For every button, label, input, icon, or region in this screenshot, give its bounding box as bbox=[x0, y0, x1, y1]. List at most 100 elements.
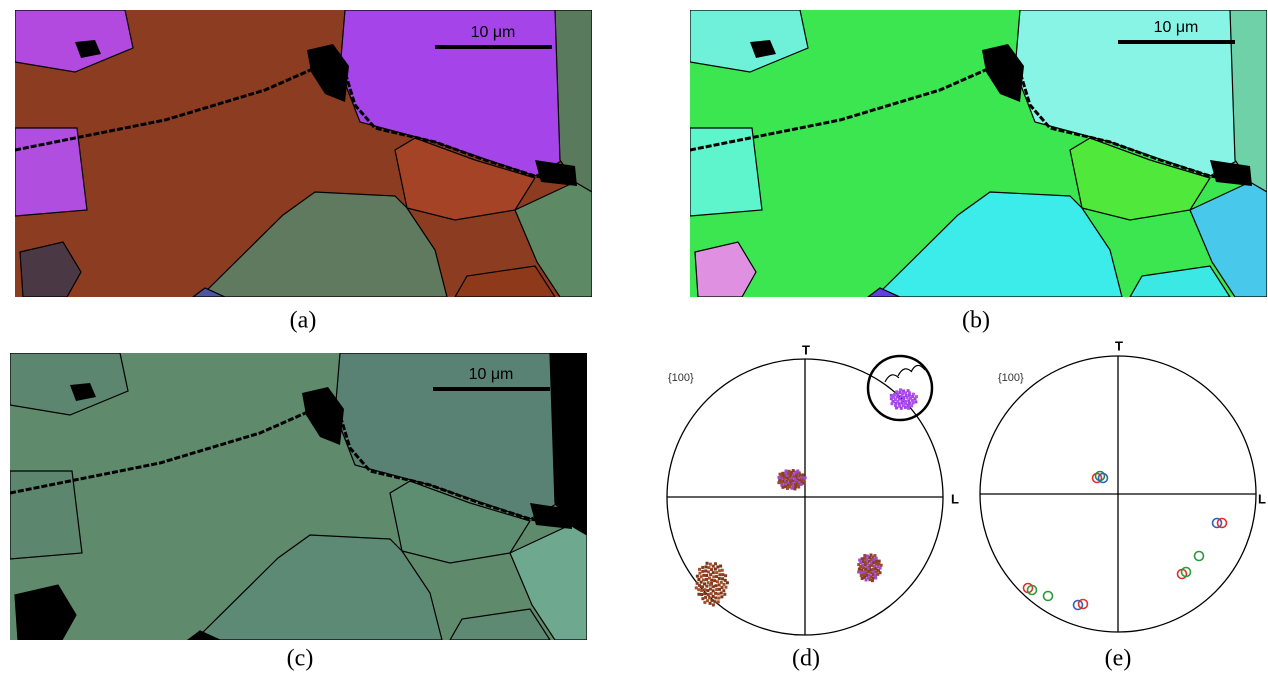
pole-point bbox=[717, 596, 721, 600]
pole-point bbox=[865, 554, 869, 558]
pole-point bbox=[904, 391, 908, 395]
pole-point bbox=[791, 484, 795, 488]
pole-point bbox=[1042, 590, 1054, 602]
pole-point bbox=[862, 566, 866, 570]
pole-point bbox=[704, 595, 708, 599]
grain bbox=[454, 265, 556, 297]
pole-point bbox=[717, 577, 721, 581]
orientation-map bbox=[15, 10, 592, 297]
pole-point bbox=[863, 556, 867, 560]
pole-point bbox=[1091, 472, 1103, 484]
grain bbox=[394, 137, 536, 221]
pole-point bbox=[875, 559, 879, 563]
orientation-map bbox=[690, 10, 1267, 297]
pole-point bbox=[788, 485, 792, 489]
pole-point bbox=[913, 397, 917, 401]
pole-point bbox=[869, 553, 873, 557]
panel-label: (d) bbox=[792, 646, 820, 672]
pole-point bbox=[794, 485, 798, 489]
pole-point bbox=[907, 406, 911, 410]
pole-point bbox=[876, 572, 880, 576]
void bbox=[535, 160, 577, 186]
scale-bar-label: 10 μm bbox=[1154, 19, 1199, 36]
pole-point bbox=[708, 562, 712, 566]
pole-point bbox=[908, 396, 912, 400]
grain-boundary bbox=[690, 66, 1251, 184]
pole-point bbox=[864, 571, 868, 575]
void bbox=[302, 387, 344, 445]
pole-point bbox=[697, 588, 701, 592]
pole-point bbox=[1072, 599, 1084, 611]
pole-point bbox=[866, 576, 870, 580]
pole-point bbox=[722, 582, 726, 586]
pole-point bbox=[857, 567, 861, 571]
void bbox=[750, 40, 776, 58]
pole-point bbox=[893, 393, 897, 397]
pole-point bbox=[861, 563, 865, 567]
map-image bbox=[15, 10, 592, 297]
grain bbox=[10, 353, 129, 416]
pole-point bbox=[701, 585, 705, 589]
pole-point bbox=[870, 563, 874, 567]
pole-point bbox=[777, 481, 781, 485]
grain bbox=[1069, 137, 1211, 221]
pole-point bbox=[860, 557, 864, 561]
pole-point bbox=[907, 391, 911, 395]
pole-point bbox=[783, 483, 787, 487]
pole-point bbox=[711, 571, 715, 575]
pole-point bbox=[894, 404, 898, 408]
pole-point bbox=[871, 555, 875, 559]
pole-point bbox=[721, 573, 725, 577]
map-image bbox=[10, 353, 587, 640]
pole-point bbox=[876, 568, 880, 572]
pole-point bbox=[898, 390, 902, 394]
grain bbox=[874, 191, 1123, 297]
pole-point bbox=[867, 559, 871, 563]
pole-point bbox=[908, 401, 912, 405]
map-image bbox=[690, 10, 1267, 297]
pole-point bbox=[708, 583, 712, 587]
void bbox=[530, 503, 572, 529]
pole-point bbox=[914, 400, 918, 404]
scale-bar-label: 10 μm bbox=[471, 24, 516, 41]
pole-point bbox=[698, 584, 702, 588]
pole-point bbox=[860, 568, 864, 572]
pole-point bbox=[711, 564, 715, 568]
pole-point bbox=[706, 593, 710, 597]
pole-point bbox=[787, 472, 791, 476]
pole-point bbox=[716, 565, 720, 569]
pole-point bbox=[711, 585, 715, 589]
pole-point bbox=[724, 574, 728, 578]
pole-point bbox=[714, 562, 718, 566]
pole-point bbox=[793, 470, 797, 474]
pole-point bbox=[793, 487, 797, 491]
pole-point bbox=[710, 598, 714, 602]
pole-point bbox=[878, 571, 882, 575]
pole-point bbox=[876, 565, 880, 569]
pole-point bbox=[720, 595, 724, 599]
pole-point bbox=[704, 569, 708, 573]
grain bbox=[14, 584, 77, 640]
pole-point bbox=[874, 556, 878, 560]
pole-point bbox=[708, 596, 712, 600]
pole-point bbox=[859, 573, 863, 577]
pole-point bbox=[717, 583, 721, 587]
pole-point bbox=[784, 485, 788, 489]
pole-point bbox=[788, 478, 792, 482]
pole-point bbox=[785, 486, 789, 490]
void bbox=[75, 40, 101, 58]
pole-point bbox=[914, 395, 918, 399]
pole-point bbox=[873, 564, 877, 568]
pole-point bbox=[869, 561, 873, 565]
pole-point bbox=[781, 479, 785, 483]
pole-point bbox=[896, 399, 900, 403]
pole-point bbox=[893, 398, 897, 402]
pole-point bbox=[874, 562, 878, 566]
pole-point bbox=[701, 569, 705, 573]
pole-point bbox=[787, 475, 791, 479]
pole-point bbox=[703, 592, 707, 596]
pole-point bbox=[865, 574, 869, 578]
pole-point bbox=[716, 592, 720, 596]
pole-point bbox=[797, 478, 801, 482]
pole-point bbox=[793, 476, 797, 480]
